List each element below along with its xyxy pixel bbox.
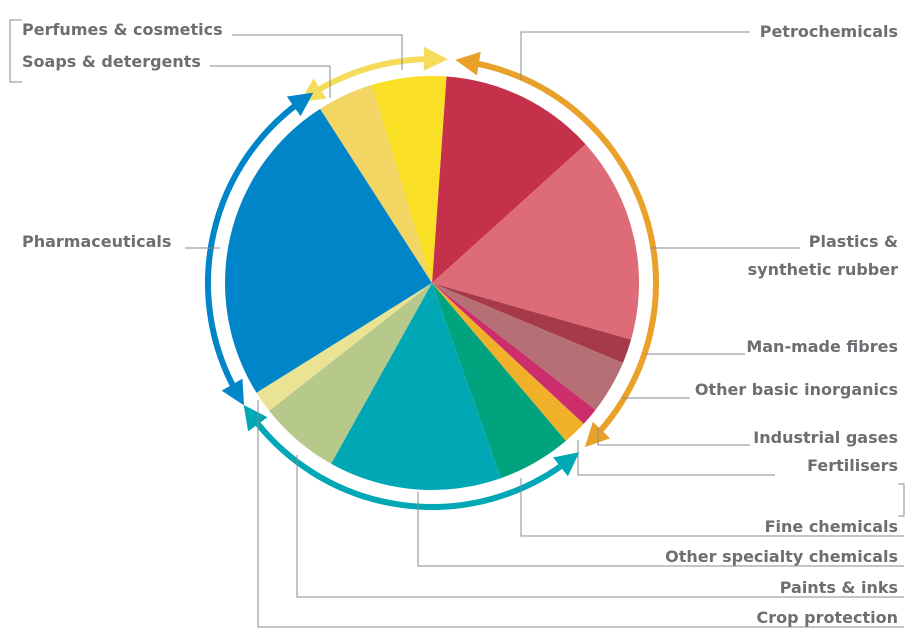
pie-slice bbox=[371, 76, 447, 283]
slice-label: Paints & inks bbox=[779, 578, 898, 597]
bracket bbox=[9, 19, 22, 83]
slice-label: Petrochemicals bbox=[759, 22, 898, 41]
group-arrows bbox=[205, 46, 659, 510]
pie-slice bbox=[320, 84, 432, 283]
slice-label: Fertilisers bbox=[807, 456, 898, 475]
leader-line bbox=[210, 65, 331, 98]
slice-label: Other basic inorganics bbox=[694, 380, 898, 399]
leader-line bbox=[520, 478, 904, 537]
arrow bbox=[299, 46, 448, 102]
arrow bbox=[455, 51, 659, 448]
leader-line bbox=[417, 492, 904, 567]
arrow bbox=[243, 404, 580, 510]
slice-label: Plastics & synthetic rubber bbox=[747, 232, 898, 279]
slice-label: Industrial gases bbox=[753, 428, 898, 447]
slice-label: Crop protection bbox=[756, 608, 898, 627]
leader-line bbox=[577, 440, 775, 476]
arrow bbox=[205, 92, 314, 406]
leader-line bbox=[296, 455, 904, 598]
leader-line bbox=[597, 428, 750, 446]
bracket bbox=[898, 483, 905, 517]
leader-line bbox=[520, 31, 750, 80]
slice-label: Perfumes & cosmetics bbox=[22, 20, 223, 39]
pie bbox=[224, 76, 639, 491]
slice-label: Soaps & detergents bbox=[22, 52, 201, 71]
leader-lines bbox=[9, 19, 905, 628]
slice-label: Pharmaceuticals bbox=[22, 232, 172, 251]
leader-line bbox=[257, 400, 904, 628]
slice-label: Fine chemicals bbox=[764, 517, 898, 536]
slice-label: Man-made fibres bbox=[746, 337, 898, 356]
slice-label: Other specialty chemicals bbox=[665, 547, 898, 566]
leader-line bbox=[232, 34, 403, 70]
